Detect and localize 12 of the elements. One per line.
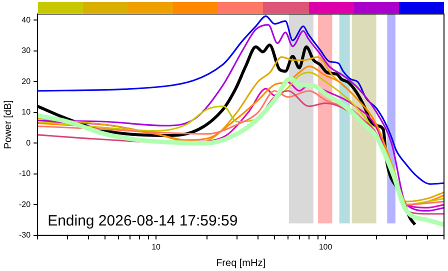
y-tick-label: 20 (22, 76, 32, 86)
y-tick-label: -20 (19, 200, 32, 209)
y-tick-label: 40 (22, 15, 32, 24)
y-tick-label: 10 (22, 108, 32, 117)
annotation: Ending 2026-08-14 17:59:59 (48, 212, 238, 230)
y-tick-label: 0 (26, 138, 32, 148)
y-tick-label: -10 (19, 169, 32, 178)
y-tick-label: -30 (19, 230, 32, 240)
x-tick-label: 100 (318, 242, 333, 252)
y-tick-label: 30 (22, 46, 32, 56)
x-axis-title: Freq [mHz] (216, 258, 266, 269)
y-axis-title: Power [dB] (2, 100, 14, 150)
